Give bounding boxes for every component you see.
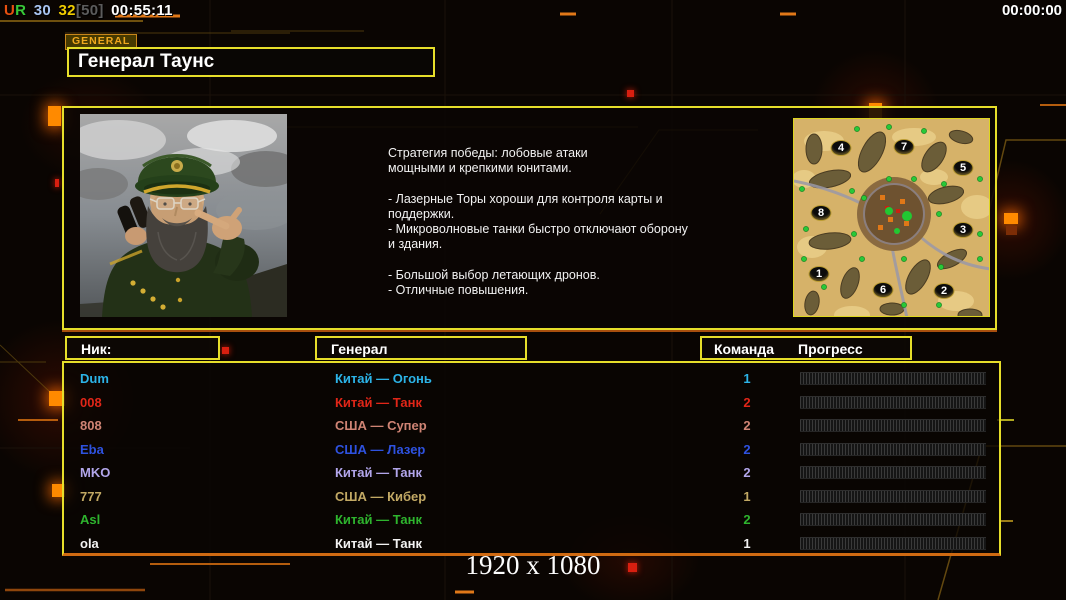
header-general: Генерал bbox=[315, 336, 527, 360]
progress-bar bbox=[800, 513, 986, 527]
progress-bar bbox=[800, 395, 986, 409]
player-team: 2 bbox=[743, 441, 751, 457]
general-portrait bbox=[80, 114, 287, 317]
spawn-marker-8: 8 bbox=[810, 205, 832, 221]
progress-bar bbox=[800, 466, 986, 480]
stat-r: R bbox=[15, 2, 27, 19]
page-title: Генерал Таунс bbox=[67, 47, 435, 77]
player-nick: MKO bbox=[80, 465, 111, 481]
player-general: США — Кибер bbox=[335, 488, 427, 504]
table-row: Asl Китай — Танк 2 bbox=[64, 508, 999, 532]
progress-bar bbox=[800, 489, 986, 503]
player-team: 2 bbox=[743, 512, 751, 528]
spawn-marker-3: 3 bbox=[952, 222, 974, 238]
spawn-marker-7: 7 bbox=[893, 139, 915, 155]
player-nick: Eba bbox=[80, 441, 104, 457]
table-row: MKO Китай — Танк 2 bbox=[64, 461, 999, 485]
player-general: США — Супер bbox=[335, 418, 427, 434]
players-table: Dum Китай — Огонь 1 008 Китай — Танк 2 8… bbox=[62, 361, 1001, 556]
player-team: 1 bbox=[743, 371, 751, 387]
minimap-terrain bbox=[794, 119, 989, 316]
header-nick: Ник: bbox=[65, 336, 220, 360]
spawn-marker-5: 5 bbox=[952, 160, 974, 176]
player-nick: 777 bbox=[80, 488, 102, 504]
match-stats: UR 30 32[50] 00:55:11 bbox=[4, 2, 176, 19]
player-team: 1 bbox=[743, 488, 751, 504]
stat-yellow: 32 bbox=[58, 2, 76, 19]
progress-bar bbox=[800, 536, 986, 550]
spawn-marker-4: 4 bbox=[830, 140, 852, 156]
player-team: 2 bbox=[743, 394, 751, 410]
progress-bar bbox=[800, 442, 986, 456]
portrait-image bbox=[80, 114, 287, 317]
table-row: ola Китай — Танк 1 bbox=[64, 532, 999, 556]
stat-blue: 30 bbox=[33, 2, 52, 19]
stat-bracket: [50] bbox=[75, 2, 104, 19]
header-general-label: Генерал bbox=[331, 341, 388, 357]
red-node bbox=[628, 563, 637, 572]
header-nick-label: Ник: bbox=[81, 341, 112, 357]
progress-bar bbox=[800, 372, 986, 386]
orange-node bbox=[48, 106, 61, 126]
player-general: Китай — Огонь bbox=[335, 371, 432, 387]
orange-node bbox=[1004, 213, 1018, 224]
player-nick: Asl bbox=[80, 512, 101, 528]
stat-u: U bbox=[4, 2, 16, 19]
player-general: Китай — Танк bbox=[335, 512, 422, 528]
header-team-progress: Команда Прогресс bbox=[700, 336, 912, 360]
orange-node bbox=[49, 391, 65, 406]
player-nick: ola bbox=[80, 535, 99, 551]
red-node bbox=[55, 179, 59, 187]
red-node bbox=[222, 347, 229, 354]
player-team: 1 bbox=[743, 535, 751, 551]
spawn-marker-1: 1 bbox=[808, 266, 830, 282]
player-team: 2 bbox=[743, 465, 751, 481]
progress-bar bbox=[800, 419, 986, 433]
table-row: Eba США — Лазер 2 bbox=[64, 438, 999, 462]
elapsed-clock: 00:55:11 bbox=[111, 2, 173, 19]
orange-node-dim bbox=[1006, 226, 1017, 235]
player-general: Китай — Танк bbox=[335, 394, 422, 410]
panel-underline bbox=[62, 330, 997, 332]
player-nick: 808 bbox=[80, 418, 102, 434]
header-team-label: Команда bbox=[714, 341, 774, 357]
table-row: 808 США — Супер 2 bbox=[64, 414, 999, 438]
hud-underline bbox=[0, 20, 143, 22]
player-team: 2 bbox=[743, 418, 751, 434]
table-row: 008 Китай — Танк 2 bbox=[64, 391, 999, 415]
red-node bbox=[627, 90, 634, 97]
orange-node bbox=[52, 484, 65, 497]
spawn-marker-6: 6 bbox=[872, 282, 894, 298]
header-progress-label: Прогресс bbox=[798, 341, 863, 357]
player-general: Китай — Танк bbox=[335, 465, 422, 481]
minimap: 1 2 3 4 5 6 7 8 bbox=[793, 118, 990, 317]
player-general: США — Лазер bbox=[335, 441, 426, 457]
player-nick: 008 bbox=[80, 394, 102, 410]
player-nick: Dum bbox=[80, 371, 109, 387]
resolution-label: 1920 x 1080 bbox=[465, 550, 601, 580]
game-clock: 00:00:00 bbox=[1001, 2, 1062, 19]
player-general: Китай — Танк bbox=[335, 535, 422, 551]
table-row: 777 США — Кибер 1 bbox=[64, 485, 999, 509]
table-row: Dum Китай — Огонь 1 bbox=[64, 367, 999, 391]
spawn-marker-2: 2 bbox=[933, 283, 955, 299]
strategy-text: Стратегия победы: лобовые атаки мощными … bbox=[388, 146, 688, 297]
